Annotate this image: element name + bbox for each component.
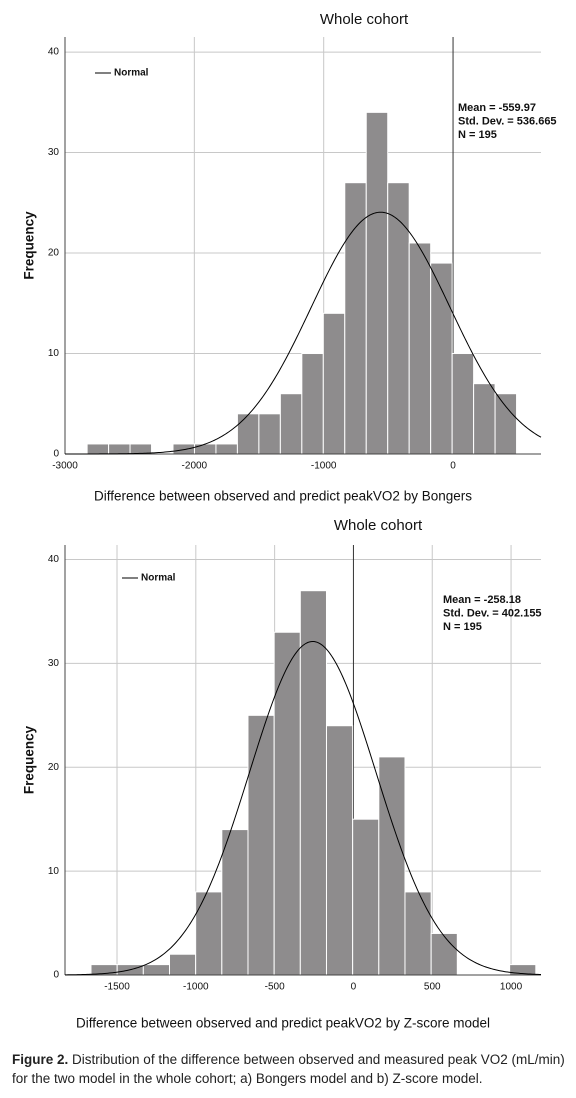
y-tick-label: 10 [48, 348, 60, 359]
x-axis-label: Difference between observed and predict … [76, 1016, 490, 1031]
bar [258, 413, 281, 455]
caption-text: Distribution of the difference between o… [12, 1052, 565, 1086]
bar [195, 891, 223, 976]
x-tick-label: -1500 [104, 982, 130, 993]
bar [129, 443, 153, 455]
bar [344, 182, 367, 455]
y-axis-label: Frequency [22, 211, 37, 280]
y-tick-label: 40 [48, 554, 60, 565]
x-tick-label: 0 [450, 461, 456, 472]
bar [325, 725, 354, 976]
bar [352, 818, 380, 976]
bar [408, 242, 432, 455]
legend-label: Normal [141, 573, 176, 584]
bar [247, 714, 275, 976]
stat-label: Mean = -559.97 [458, 102, 536, 114]
bar [215, 443, 238, 455]
stat-label: N = 195 [458, 129, 497, 141]
bar [168, 953, 197, 976]
x-axis-label: Difference between observed and predict … [94, 489, 472, 504]
y-tick-label: 10 [48, 866, 60, 877]
caption: Figure 2. Distribution of the difference… [12, 1050, 568, 1088]
y-tick-label: 30 [48, 147, 60, 158]
y-tick-label: 0 [53, 449, 59, 460]
x-tick-label: -3000 [52, 461, 78, 472]
y-tick-label: 20 [48, 248, 60, 259]
stat-label: Std. Dev. = 402.155 [443, 607, 542, 619]
bar [236, 413, 260, 455]
bar [473, 383, 496, 455]
x-tick-label: 0 [351, 982, 357, 993]
normal-curve [65, 211, 542, 455]
bar [273, 631, 301, 976]
y-tick-label: 20 [48, 762, 60, 773]
figure: Whole cohort 0 10 20 30 40 -3000 -2000 -1000 0 Nor… [22, 11, 557, 1031]
chart-title: Whole cohort [320, 11, 409, 28]
x-tick-label: -2000 [182, 461, 208, 472]
bar [221, 829, 249, 976]
bar [299, 590, 327, 976]
x-tick-label: -500 [265, 982, 285, 993]
bar [86, 443, 110, 455]
bar [193, 443, 217, 455]
y-tick-label: 0 [53, 970, 59, 981]
bar [365, 111, 389, 455]
chart-title: Whole cohort [334, 517, 423, 534]
bar [378, 756, 406, 976]
bar [301, 353, 324, 455]
bar [430, 932, 458, 976]
x-tick-label: -1000 [183, 982, 209, 993]
legend-label: Normal [114, 68, 149, 79]
stat-label: Mean = -258.18 [443, 594, 521, 606]
normal-curve [64, 640, 542, 976]
bar [430, 262, 453, 455]
stat-label: N = 195 [443, 621, 482, 633]
x-tick-label: 500 [424, 982, 441, 993]
y-tick-label: 30 [48, 658, 60, 669]
bar [494, 393, 518, 455]
x-tick-label: -1000 [311, 461, 337, 472]
bar [322, 312, 346, 455]
bar [404, 891, 432, 976]
caption-label: Figure 2. [12, 1052, 69, 1067]
y-tick-label: 40 [48, 47, 60, 58]
bar [387, 182, 410, 455]
bar [108, 443, 131, 455]
stat-label: Std. Dev. = 536.665 [458, 115, 557, 127]
bar [142, 964, 170, 976]
x-tick-label: 1000 [500, 982, 523, 993]
bar [451, 353, 475, 455]
y-axis-label: Frequency [22, 725, 37, 794]
bar [279, 393, 303, 455]
bar [172, 443, 195, 455]
